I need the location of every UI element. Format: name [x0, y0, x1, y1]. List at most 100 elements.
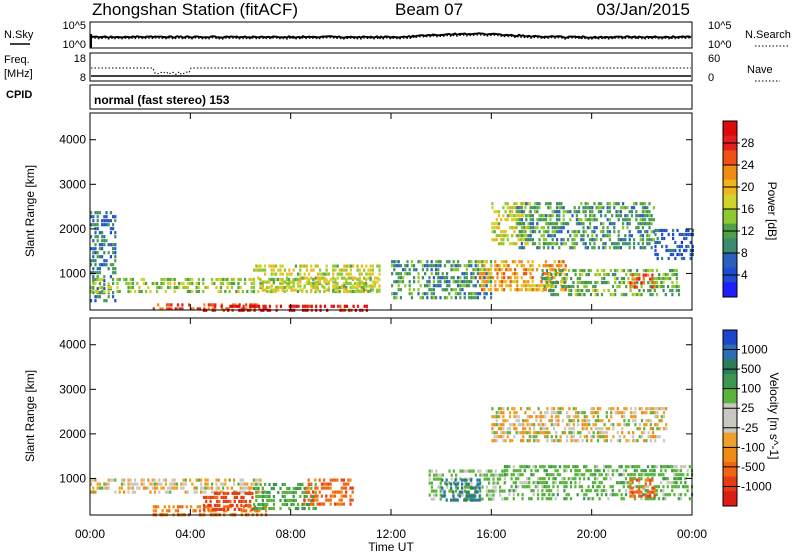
data-cell	[597, 206, 600, 210]
data-cell	[652, 218, 655, 222]
data-cell	[195, 490, 198, 494]
data-cell	[98, 267, 101, 271]
data-cell	[513, 407, 516, 411]
data-cell	[610, 439, 613, 443]
data-cell	[490, 276, 493, 280]
data-cell	[474, 260, 477, 264]
data-cell	[541, 427, 545, 431]
data-cell	[452, 268, 455, 272]
data-cell	[483, 260, 486, 264]
data-cell	[593, 246, 596, 250]
data-cell	[554, 477, 557, 481]
data-cell	[652, 206, 655, 210]
data-cell	[662, 289, 665, 293]
data-cell	[481, 272, 484, 276]
y-tick-label: 1000	[59, 471, 86, 485]
data-cell	[556, 473, 559, 477]
data-cell	[490, 260, 493, 264]
data-cell	[98, 285, 101, 290]
data-cell	[507, 268, 510, 272]
data-cell	[253, 268, 256, 272]
data-cell	[164, 490, 167, 494]
data-cell	[488, 469, 491, 473]
data-cell	[114, 271, 117, 275]
data-cell	[592, 423, 595, 427]
data-cell	[511, 272, 514, 276]
data-cell	[529, 230, 532, 234]
data-cell	[369, 264, 372, 268]
data-cell	[393, 264, 396, 268]
data-cell	[272, 498, 275, 503]
data-cell	[465, 478, 468, 482]
data-cell	[522, 427, 525, 431]
data-cell	[288, 506, 291, 511]
data-cell	[206, 482, 209, 486]
data-cell	[112, 267, 115, 271]
data-cell	[222, 486, 225, 490]
data-cell	[665, 423, 668, 427]
data-cell	[531, 264, 534, 268]
data-cell	[516, 288, 519, 292]
data-cell	[563, 477, 566, 481]
data-cell	[437, 268, 440, 272]
data-cell	[641, 202, 644, 206]
data-cell	[545, 269, 549, 273]
data-cell	[542, 230, 545, 234]
data-cell	[489, 268, 492, 272]
data-cell	[653, 465, 656, 469]
data-cell	[632, 439, 635, 443]
power-colorbar-tick-label: 20	[741, 180, 755, 194]
data-cell	[509, 276, 512, 280]
data-cell	[310, 268, 313, 272]
data-cell	[582, 226, 585, 230]
data-cell	[454, 264, 457, 268]
data-cell	[609, 493, 612, 497]
data-cell	[437, 264, 440, 268]
data-cell	[558, 260, 561, 264]
data-cell	[474, 264, 477, 268]
data-cell	[581, 273, 584, 277]
data-cell	[501, 489, 504, 493]
data-cell	[428, 288, 431, 292]
data-cell	[305, 486, 308, 490]
data-cell	[327, 486, 330, 490]
data-cell	[536, 210, 539, 214]
data-cell	[336, 264, 339, 268]
data-cell	[207, 503, 210, 507]
data-cell	[288, 280, 291, 284]
data-cell	[661, 228, 664, 233]
data-cell	[618, 411, 622, 415]
data-cell	[279, 277, 282, 282]
data-cell	[530, 497, 533, 501]
data-cell	[488, 477, 491, 481]
data-cell	[342, 502, 345, 506]
data-cell	[334, 502, 337, 506]
data-cell	[184, 285, 187, 290]
data-cell	[219, 482, 222, 486]
data-cell	[618, 423, 622, 427]
data-cell	[472, 268, 475, 272]
data-cell	[504, 218, 507, 222]
data-cell	[546, 407, 549, 411]
velocity-colorbar-tick-label: 25	[741, 401, 755, 415]
data-cell	[424, 264, 427, 268]
data-cell	[554, 285, 557, 289]
data-cell	[446, 296, 449, 300]
data-cell	[474, 490, 477, 494]
data-cell	[468, 469, 471, 473]
data-cell	[329, 498, 332, 502]
data-cell	[512, 497, 515, 501]
data-cell	[249, 304, 252, 308]
data-cell	[497, 407, 501, 411]
data-cell	[627, 473, 630, 477]
data-cell	[237, 277, 240, 282]
data-cell	[98, 482, 101, 486]
data-cell	[215, 277, 218, 282]
data-cell	[530, 435, 534, 439]
data-cell	[656, 236, 659, 241]
data-cell	[294, 486, 297, 491]
data-cell	[356, 281, 359, 286]
data-cell	[655, 269, 659, 273]
data-cell	[481, 268, 484, 272]
